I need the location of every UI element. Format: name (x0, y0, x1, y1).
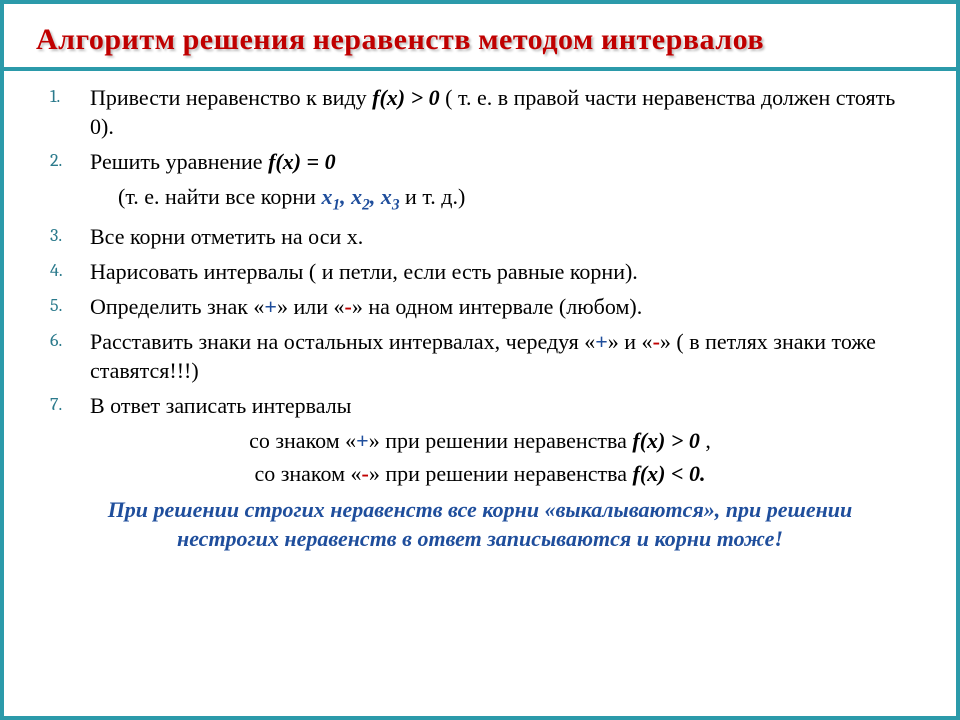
step-2-text-a: Решить уравнение (90, 149, 268, 174)
c1-b: » при решении неравенства (369, 428, 633, 453)
c2-fx: f(x) < 0. (633, 461, 706, 486)
step-2-sub-a: (т. е. найти все корни (118, 184, 321, 209)
answer-line-minus: со знаком «-» при решении неравенства f(… (36, 459, 924, 488)
content-area: Привести неравенство к виду f(x) > 0 ( т… (4, 71, 956, 565)
c1-end: , (700, 428, 711, 453)
root-x3-var: x (381, 184, 392, 209)
step-2: Решить уравнение f(x) = 0 (36, 147, 924, 176)
algorithm-list-cont: Все корни отметить на оси х. Нарисовать … (36, 222, 924, 420)
slide-title: Алгоритм решения неравенств методом инте… (36, 22, 924, 57)
slide-frame: Алгоритм решения неравенств методом инте… (0, 0, 960, 720)
root-x2-sub: 2 (362, 196, 370, 213)
step-6: Расставить знаки на остальных интервалах… (36, 327, 924, 385)
c1-plus: + (356, 428, 369, 453)
step-7-text: В ответ записать интервалы (90, 393, 351, 418)
step-5-c: » на одном интервале (любом). (352, 294, 642, 319)
sep1: , (340, 184, 351, 209)
step-6-b: » и « (608, 329, 653, 354)
root-x1-sub: 1 (332, 196, 340, 213)
step-1: Привести неравенство к виду f(x) > 0 ( т… (36, 83, 924, 141)
step-5-plus: + (264, 294, 277, 319)
step-2-sub-b: и т. д.) (400, 184, 466, 209)
step-3-text: Все корни отметить на оси х. (90, 224, 363, 249)
root-x2: x2 (351, 184, 370, 209)
step-3: Все корни отметить на оси х. (36, 222, 924, 251)
root-x1: x1 (321, 184, 340, 209)
sep2: , (370, 184, 381, 209)
step-5-b: » или « (277, 294, 345, 319)
step-6-plus: + (595, 329, 608, 354)
title-area: Алгоритм решения неравенств методом инте… (4, 4, 956, 71)
step-7: В ответ записать интервалы (36, 391, 924, 420)
step-5-a: Определить знак « (90, 294, 264, 319)
algorithm-list: Привести неравенство к виду f(x) > 0 ( т… (36, 83, 924, 176)
step-2-fx: f(x) = 0 (268, 149, 336, 174)
step-5: Определить знак «+» или «-» на одном инт… (36, 292, 924, 321)
step-6-minus: - (653, 329, 660, 354)
c2-minus: - (362, 461, 369, 486)
c1-fx: f(x) > 0 (632, 428, 700, 453)
step-1-fx: f(x) > 0 (372, 85, 440, 110)
step-1-text-a: Привести неравенство к виду (90, 85, 372, 110)
step-4: Нарисовать интервалы ( и петли, если ест… (36, 257, 924, 286)
answer-line-plus: со знаком «+» при решении неравенства f(… (36, 426, 924, 455)
step-6-a: Расставить знаки на остальных интервалах… (90, 329, 595, 354)
step-4-text: Нарисовать интервалы ( и петли, если ест… (90, 259, 638, 284)
step-5-minus: - (345, 294, 352, 319)
root-x3-sub: 3 (392, 196, 400, 213)
root-x1-var: x (321, 184, 332, 209)
c1-a: со знаком « (249, 428, 356, 453)
c2-a: со знаком « (254, 461, 361, 486)
root-x3: x3 (381, 184, 400, 209)
root-x2-var: x (351, 184, 362, 209)
footnote: При решении строгих неравенств все корни… (36, 492, 924, 553)
c2-b: » при решении неравенства (369, 461, 633, 486)
step-2-sub: (т. е. найти все корни x1, x2, x3 и т. д… (36, 182, 924, 216)
